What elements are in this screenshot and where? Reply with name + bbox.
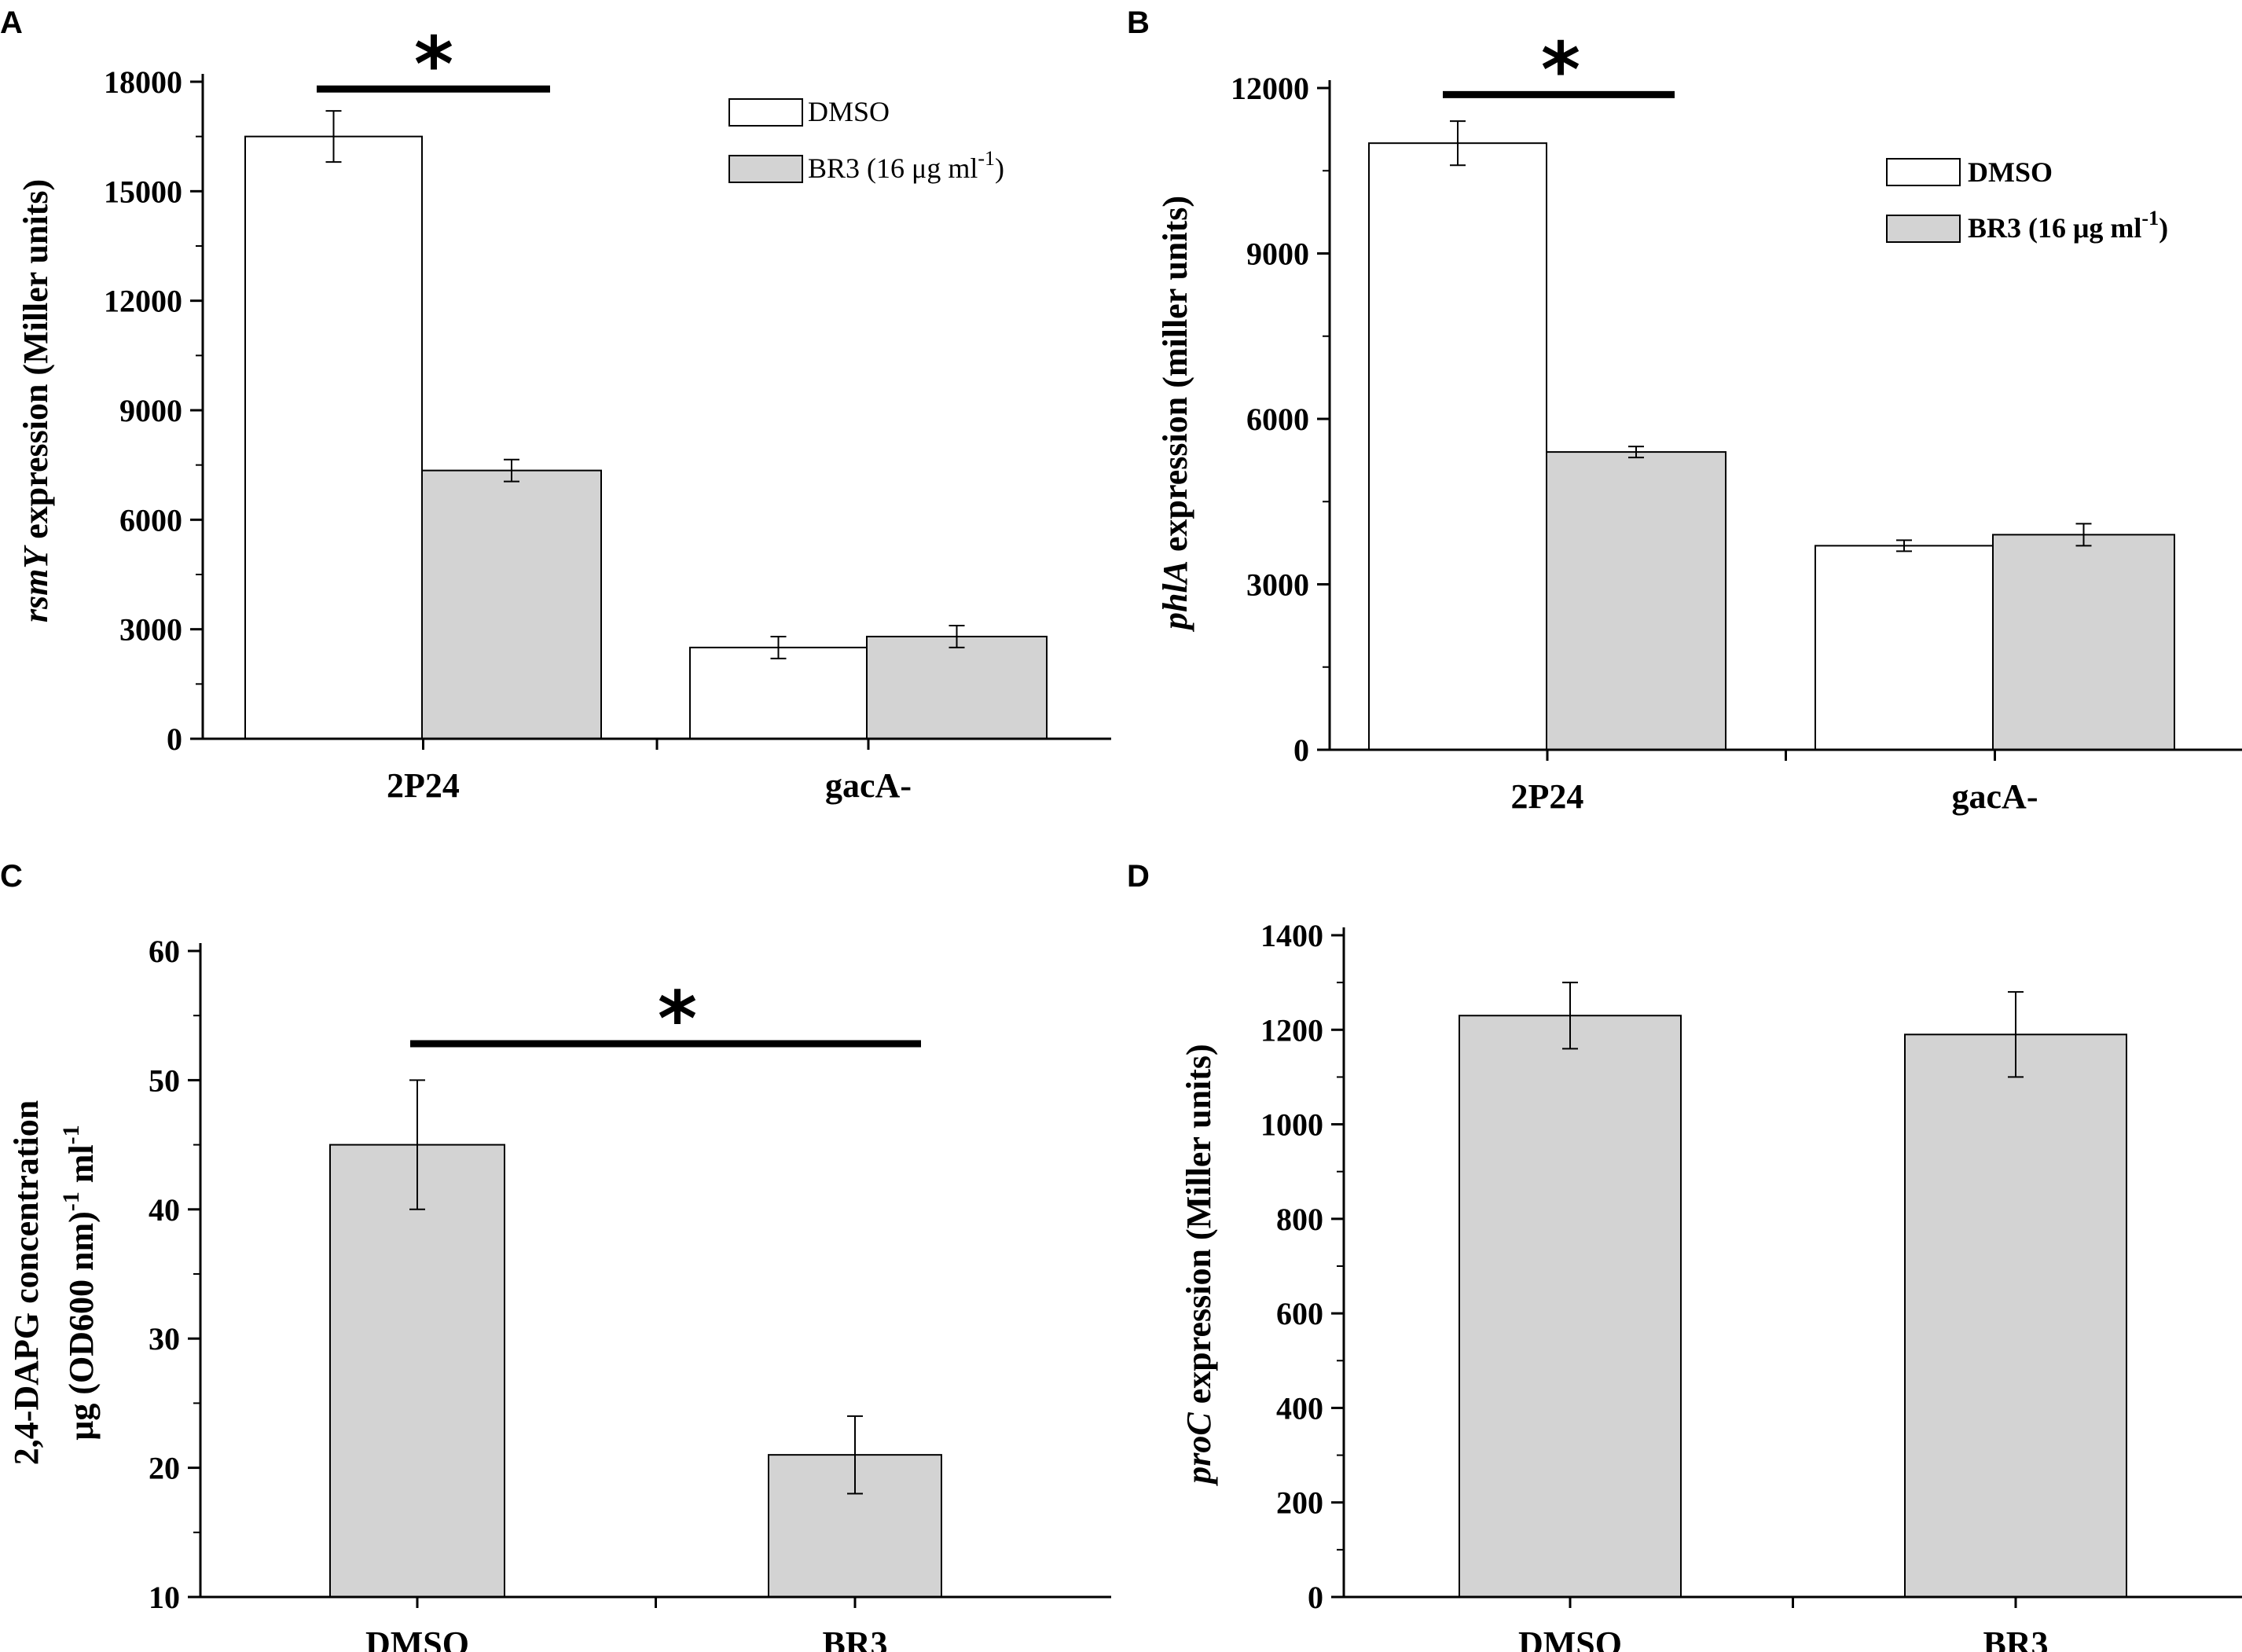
panel-b-legend-br3-sup: -1 xyxy=(2141,207,2159,229)
panel-b-legend-br3-main: BR3 (16 μg ml xyxy=(1968,212,2141,244)
panel-c-bar-0-0 xyxy=(329,1144,505,1598)
panel-c-ylabel-line2: μg (OD600 nm)-1 ml-1 xyxy=(58,1125,101,1440)
panel-b-legend-swatch-dmso xyxy=(1886,158,1961,186)
panel-b-ylabel: phlA expression (miller units) xyxy=(1156,196,1194,633)
panel-a-letter: A xyxy=(0,6,23,40)
panel-a-legend: DMSO BR3 (16 μg ml-1) xyxy=(728,96,1004,184)
panel-a-bar-0-1 xyxy=(421,469,602,740)
panel-c-ytick-label: 30 xyxy=(149,1321,180,1356)
panel-c-letter: C xyxy=(0,859,23,894)
panel-d-ytick-label: 200 xyxy=(1276,1485,1323,1521)
panel-d-ylabel-italic: proC xyxy=(1180,1412,1218,1487)
panel-d-bar-1-0 xyxy=(1904,1033,2127,1599)
panel-a-ytick-label: 3000 xyxy=(119,612,182,648)
panel-a-significance-star: * xyxy=(414,20,453,108)
panel-a-ylabel: rsmY expression (Miller units) xyxy=(17,179,55,622)
panel-a-legend-br3-sup: -1 xyxy=(978,147,995,170)
panel-d-ytick-label: 800 xyxy=(1276,1202,1323,1237)
panel-d-ylabel-rest: expression (Miller units) xyxy=(1180,1044,1218,1412)
panel-c-ylabel-mid: ml xyxy=(62,1144,101,1191)
panel-b-category-label: gacA- xyxy=(1952,777,2038,816)
panel-c-ytick-label: 20 xyxy=(149,1451,180,1486)
panel-b-ytick-label: 6000 xyxy=(1246,402,1309,437)
panel-c-ytick-label: 40 xyxy=(149,1192,180,1228)
panel-a-ytick-label: 6000 xyxy=(119,502,182,538)
panel-d-bar-0-0 xyxy=(1459,1015,1682,1598)
panel-b-plot: 0 3000 6000 9000 12000 2P24 gacA- * xyxy=(1231,26,2242,816)
panel-a-ylabel-italic: rsmY xyxy=(17,545,55,622)
panel-b-category-label: 2P24 xyxy=(1511,777,1584,816)
panel-d-ytick-label: 400 xyxy=(1276,1390,1323,1426)
panel-d-ytick-label: 1000 xyxy=(1260,1107,1323,1143)
panel-c-ylabel-line2-main: μg (OD600 nm) xyxy=(62,1211,101,1440)
panel-b-ytick-label: 12000 xyxy=(1231,71,1309,106)
panel-a-legend-label-dmso: DMSO xyxy=(808,96,890,127)
panel-b-legend-br3-close: ) xyxy=(2159,212,2168,244)
panel-d-ytick-label: 1200 xyxy=(1260,1012,1323,1048)
panel-c-ylabel-sup2: -1 xyxy=(58,1125,84,1144)
panel-b-ylabel-rest: expression (miller units) xyxy=(1156,196,1194,560)
panel-b-ytick-label: 3000 xyxy=(1246,567,1309,603)
panel-b-ylabel-italic: phlA xyxy=(1156,560,1194,633)
panel-b-bar-0-0 xyxy=(1368,142,1547,751)
panel-d: D proC expression (Miller units) 0 200 400… xyxy=(1127,859,2242,1652)
panel-a-legend-br3-close: ) xyxy=(995,152,1004,184)
panel-b-letter: B xyxy=(1127,6,1150,40)
panel-d-category-label: DMSO xyxy=(1518,1624,1622,1652)
panel-d-ylabel: proC expression (Miller units) xyxy=(1180,1044,1218,1486)
panel-a-category-label: 2P24 xyxy=(387,766,460,805)
panel-b-legend: DMSO BR3 (16 μg ml-1) xyxy=(1886,156,2168,244)
panel-a-ytick-label: 9000 xyxy=(119,393,182,428)
panel-c-ylabel-sup1: -1 xyxy=(58,1191,84,1211)
panel-d-plot: 0 200 400 600 800 1000 1200 1400 DMSO BR3 xyxy=(1260,918,2242,1652)
panel-b-significance-star: * xyxy=(1541,26,1580,114)
panel-c-category-label: BR3 xyxy=(822,1624,887,1652)
panel-b-bar-0-1 xyxy=(1546,451,1726,751)
panel-b-ytick-label: 0 xyxy=(1293,732,1309,768)
panel-a-ytick-label: 0 xyxy=(167,721,182,757)
panel-d-category-label: BR3 xyxy=(1983,1624,2048,1652)
panel-d-letter: D xyxy=(1127,859,1150,894)
panel-b-legend-label-br3: BR3 (16 μg ml-1) xyxy=(1968,207,2168,244)
panel-d-ytick-label: 1400 xyxy=(1260,918,1323,953)
panel-a-bar-1-1 xyxy=(866,635,1048,740)
panel-c-ylabel-line1: 2,4-DAPG concentration xyxy=(7,1100,46,1465)
panel-b-legend-swatch-br3 xyxy=(1886,215,1961,243)
panel-c-ytick-label: 60 xyxy=(149,934,180,969)
panel-b: B phlA expression (miller units) 0 3000 60… xyxy=(1127,6,2242,816)
panel-a-ytick-label: 15000 xyxy=(104,174,182,209)
panel-c-plot: 10 20 30 40 50 60 DMSO BR3 * xyxy=(149,934,1111,1652)
panel-c: C 2,4-DAPG concentration μg (OD600 nm)-1… xyxy=(0,859,1111,1652)
panel-c-ytick-label: 50 xyxy=(149,1063,180,1098)
panel-d-ytick-label: 0 xyxy=(1308,1580,1323,1615)
panel-b-bar-1-1 xyxy=(1992,534,2175,751)
panel-d-ytick-label: 600 xyxy=(1276,1296,1323,1331)
panel-a-bar-1-0 xyxy=(689,646,868,740)
panel-b-bar-1-0 xyxy=(1815,545,1994,751)
panel-a-ylabel-rest: expression (Miller units) xyxy=(17,179,55,548)
panel-a: A rsmY expression (Miller units) 0 3000 60… xyxy=(0,6,1111,805)
panel-a-legend-br3-main: BR3 (16 μg ml xyxy=(808,152,978,184)
panel-c-ytick-label: 10 xyxy=(149,1580,180,1615)
panel-c-category-label: DMSO xyxy=(365,1624,469,1652)
panel-a-legend-swatch-dmso xyxy=(728,98,803,127)
panel-a-ytick-label: 18000 xyxy=(104,64,182,100)
panel-a-bar-0-0 xyxy=(244,135,423,740)
panel-b-ytick-label: 9000 xyxy=(1246,237,1309,272)
panel-a-legend-swatch-br3 xyxy=(728,155,803,183)
panel-a-plot: 0 3000 6000 9000 12000 15000 18000 2P24 gacA- * xyxy=(104,20,1111,805)
panel-a-legend-label-br3: BR3 (16 μg ml-1) xyxy=(808,147,1004,184)
panel-a-ytick-label: 12000 xyxy=(104,284,182,319)
panel-b-legend-label-dmso: DMSO xyxy=(1968,156,2053,188)
panel-c-significance-star: * xyxy=(658,975,697,1063)
panel-a-category-label: gacA- xyxy=(825,766,912,805)
